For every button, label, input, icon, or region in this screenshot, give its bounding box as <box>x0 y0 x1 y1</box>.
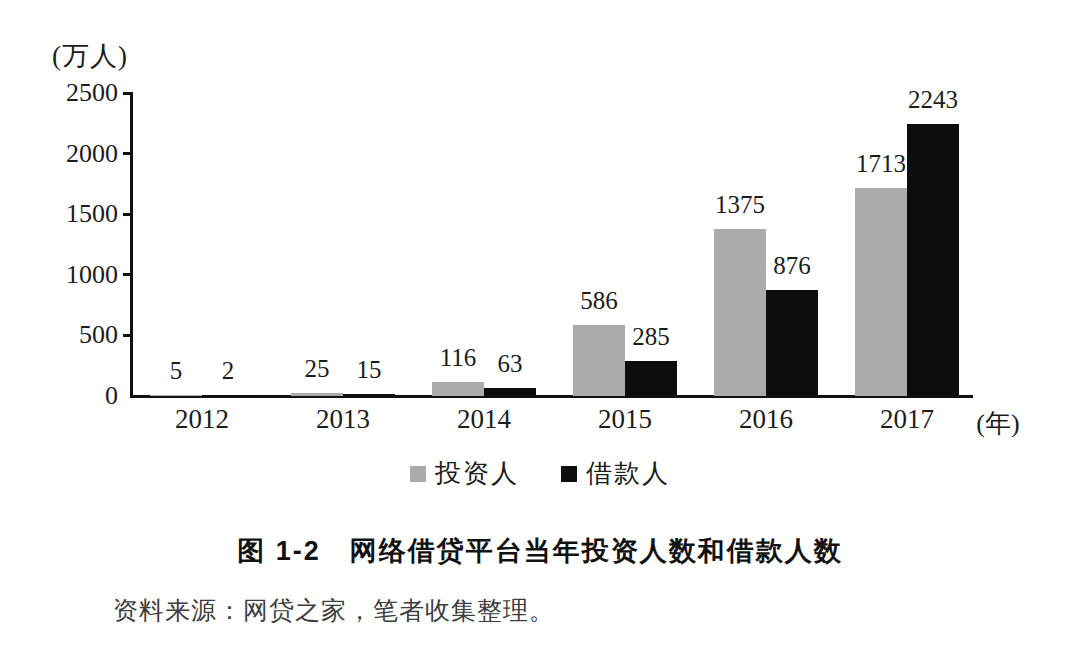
figure-caption: 图 1-2 网络借贷平台当年投资人数和借款人数 <box>0 533 1080 569</box>
value-label-投资人-2015: 586 <box>580 287 618 315</box>
figure-page: (万人) 0 500 1000 1500 2000 2500 5 2 25 15 116 63 586… <box>0 0 1080 652</box>
bar-投资人-2016 <box>714 229 766 396</box>
value-label-投资人-2016: 1375 <box>715 191 765 219</box>
legend-item-借款人: 借款人 <box>561 456 670 491</box>
legend-swatch-icon <box>410 466 426 482</box>
bar-借款人-2017 <box>907 124 959 396</box>
bar-借款人-2014 <box>484 388 536 396</box>
value-label-借款人-2014: 63 <box>498 350 523 378</box>
bar-投资人-2013 <box>291 393 343 396</box>
x-tick-label-2014: 2014 <box>424 404 544 435</box>
value-label-投资人-2012: 5 <box>170 357 183 385</box>
bar-投资人-2012 <box>150 395 202 396</box>
value-label-借款人-2015: 285 <box>632 323 670 351</box>
bar-借款人-2016 <box>766 290 818 396</box>
y-tick-label: 500 <box>36 321 118 349</box>
value-label-借款人-2017: 2243 <box>908 86 958 114</box>
bar-借款人-2013 <box>343 394 395 396</box>
x-tick-label-2012: 2012 <box>142 404 262 435</box>
value-label-借款人-2016: 876 <box>773 252 811 280</box>
y-tick-label: 2000 <box>36 140 118 168</box>
x-tick-label-2017: 2017 <box>847 404 967 435</box>
value-label-投资人-2013: 25 <box>305 355 330 383</box>
x-tick-label-2013: 2013 <box>283 404 403 435</box>
y-tick-label: 1000 <box>36 261 118 289</box>
legend-swatch-icon <box>561 466 577 482</box>
x-tick-label-2016: 2016 <box>706 404 826 435</box>
y-tick-label: 2500 <box>36 79 118 107</box>
y-tick-label: 0 <box>36 382 118 410</box>
bar-借款人-2012 <box>202 395 254 396</box>
legend-label: 借款人 <box>586 456 670 491</box>
bar-投资人-2017 <box>855 188 907 396</box>
source-note: 资料来源：网贷之家，笔者收集整理。 <box>113 594 555 627</box>
y-axis-unit-label: (万人) <box>52 38 128 74</box>
bar-投资人-2014 <box>432 382 484 396</box>
x-tick-label-2015: 2015 <box>565 404 685 435</box>
bar-借款人-2015 <box>625 361 677 396</box>
value-label-借款人-2013: 15 <box>357 356 382 384</box>
value-label-投资人-2017: 1713 <box>856 150 906 178</box>
legend-label: 投资人 <box>435 456 519 491</box>
plot-area: 52251511663586285137587617132243 <box>131 93 973 396</box>
y-tick-label: 1500 <box>36 200 118 228</box>
value-label-投资人-2014: 116 <box>440 344 477 372</box>
legend-item-投资人: 投资人 <box>410 456 519 491</box>
value-label-借款人-2012: 2 <box>222 357 235 385</box>
chart-legend: 投资人 借款人 <box>0 456 1080 491</box>
x-axis-unit-label: (年) <box>958 406 1038 441</box>
bar-投资人-2015 <box>573 325 625 396</box>
